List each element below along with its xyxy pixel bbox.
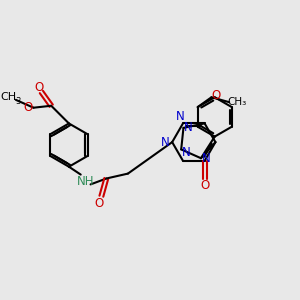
Text: N: N [161, 136, 170, 148]
Text: O: O [23, 101, 32, 114]
Text: O: O [212, 89, 221, 102]
Text: N: N [176, 110, 184, 123]
Text: O: O [95, 196, 104, 210]
Text: N: N [182, 146, 190, 159]
Text: CH: CH [0, 92, 16, 102]
Text: N: N [184, 122, 193, 134]
Text: O: O [200, 179, 209, 192]
Text: NH: NH [77, 175, 94, 188]
Text: O: O [35, 81, 44, 94]
Text: 3: 3 [15, 97, 20, 106]
Text: N: N [202, 152, 210, 165]
Text: CH₃: CH₃ [227, 97, 247, 107]
